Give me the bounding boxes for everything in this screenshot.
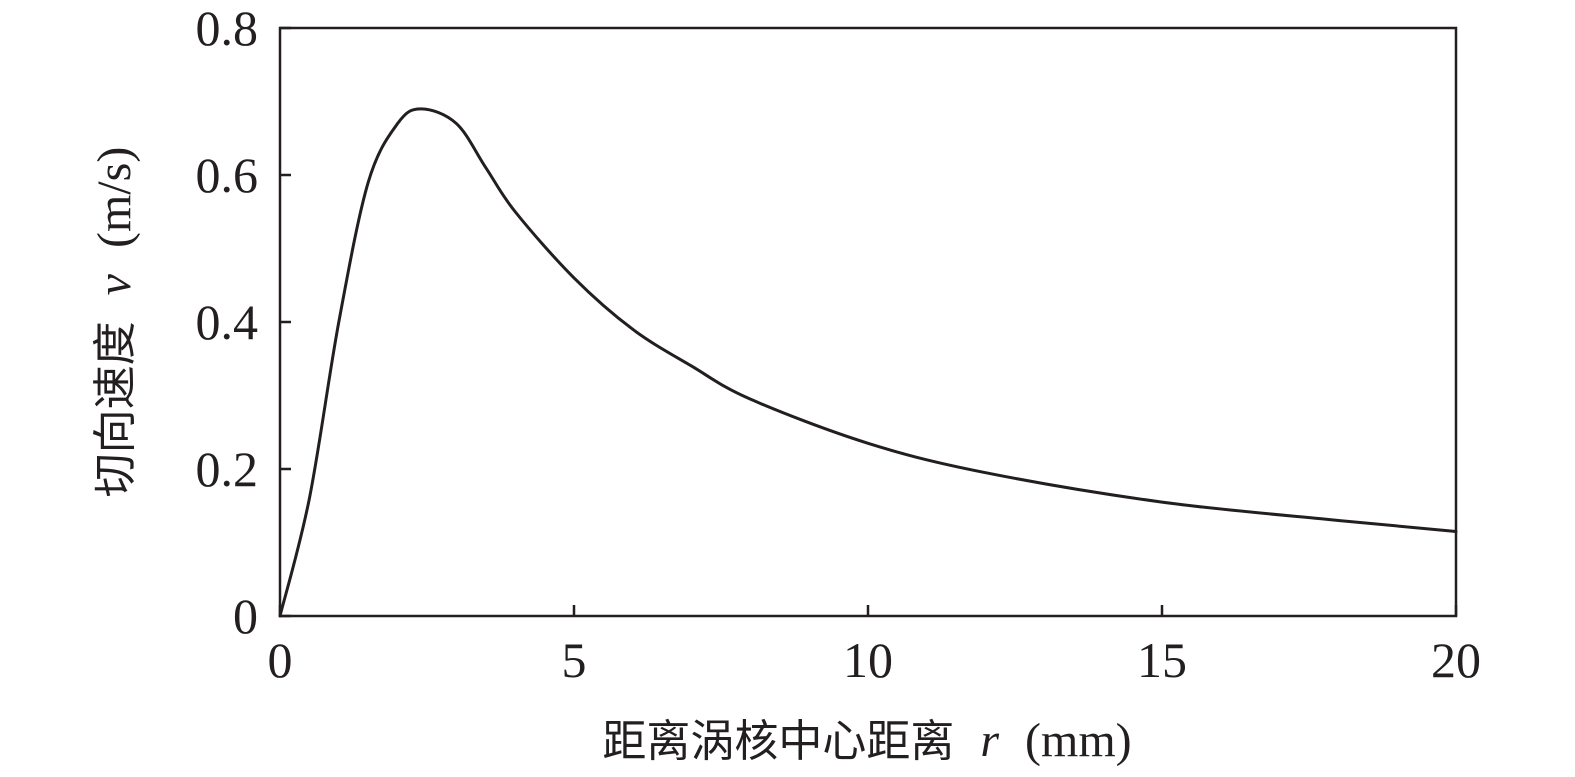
y-tick-label-0-8: 0.8 [196, 0, 259, 56]
y-axis-title-text: 切向速度 [90, 321, 141, 497]
x-tick-labels: 0 5 10 15 20 [268, 632, 1482, 688]
x-axis-title: 距离涡核中心距离 r (mm) [602, 714, 1131, 767]
y-axis-title-unit: (m/s) [88, 147, 141, 248]
y-tick-label-0-4: 0.4 [196, 294, 259, 350]
x-tick-label-5: 5 [562, 632, 587, 688]
x-tick-label-15: 15 [1137, 632, 1187, 688]
y-tick-label-0: 0 [233, 588, 258, 644]
y-axis-title: 切向速度 v (m/s) [88, 147, 141, 498]
y-tick-labels: 0 0.2 0.4 0.6 0.8 [196, 0, 259, 644]
plot-area [278, 26, 1458, 618]
x-tick-label-20: 20 [1431, 632, 1481, 688]
x-axis-title-var: r [980, 714, 999, 767]
series-line-0 [278, 107, 1458, 618]
plot-frame [278, 26, 1458, 618]
x-axis-title-unit: (mm) [1025, 714, 1132, 767]
y-axis-title-var: v [88, 273, 141, 295]
x-tick-label-10: 10 [843, 632, 893, 688]
x-axis-title-text: 距离涡核中心距离 [602, 716, 954, 767]
y-tick-label-0-6: 0.6 [196, 147, 259, 203]
x-tick-label-0: 0 [268, 632, 293, 688]
y-tick-label-0-2: 0.2 [196, 441, 259, 497]
